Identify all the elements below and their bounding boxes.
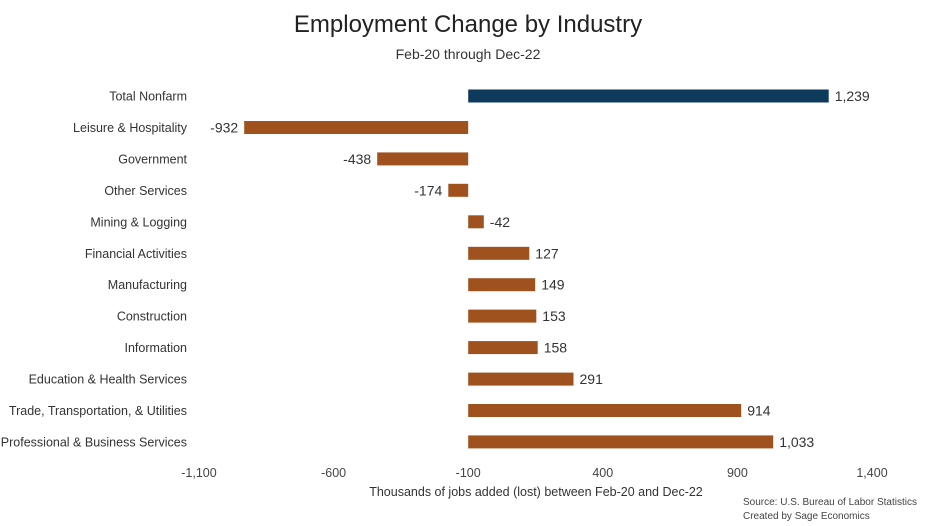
x-axis-ticks: -1,100 -600 -100 400 900 1,400: [181, 466, 887, 480]
x-tick-label: 400: [592, 466, 613, 480]
bar-manufacturing: [468, 278, 536, 292]
x-tick-label: -100: [456, 466, 481, 480]
source-line-2: Created by Sage Economics: [743, 511, 870, 522]
x-tick-label: -600: [321, 466, 346, 480]
x-tick-label: -1,100: [181, 466, 216, 480]
bar-education-and-health-services: [468, 372, 574, 386]
source-line-1: Source: U.S. Bureau of Labor Statistics: [743, 497, 917, 508]
x-tick-label: 1,400: [856, 466, 887, 480]
category-label-construction: Construction: [117, 310, 187, 324]
bar-total-nonfarm: [468, 89, 829, 103]
value-label-financial-activities: 127: [535, 245, 559, 261]
category-label-financial-activities: Financial Activities: [85, 247, 187, 261]
category-label-other-services: Other Services: [104, 184, 187, 198]
category-label-government: Government: [118, 152, 187, 166]
value-label-information: 158: [544, 340, 568, 356]
bar-construction: [468, 309, 537, 323]
chart-title: Employment Change by Industry: [294, 11, 642, 38]
value-label-trade-transportation-and-utilities: 914: [747, 403, 771, 419]
bar-mining-and-logging: [468, 215, 484, 229]
value-label-education-and-health-services: 291: [580, 371, 604, 387]
value-label-manufacturing: 149: [541, 277, 565, 293]
bar-information: [468, 341, 538, 355]
value-label-professional-and-business-services: 1,033: [779, 434, 814, 450]
bar-other-services: [448, 183, 469, 197]
chart-subtitle: Feb-20 through Dec-22: [396, 46, 541, 62]
bar-leisure-and-hospitality: [244, 121, 469, 134]
x-tick-label: 900: [727, 466, 748, 480]
bar-trade-transportation-and-utilities: [468, 404, 742, 417]
category-label-professional-and-business-services: Professional & Business Services: [1, 435, 187, 449]
bars-layer: [244, 89, 829, 449]
value-label-mining-and-logging: -42: [490, 214, 510, 230]
x-axis-label: Thousands of jobs added (lost) between F…: [369, 485, 703, 499]
category-label-total-nonfarm: Total Nonfarm: [109, 90, 187, 104]
bar-financial-activities: [468, 246, 530, 260]
value-label-total-nonfarm: 1,239: [835, 88, 870, 104]
value-label-government: -438: [343, 151, 371, 167]
value-label-construction: 153: [542, 308, 566, 324]
category-labels-layer: Total Nonfarm Leisure & Hospitality Govern…: [1, 90, 188, 450]
value-label-other-services: -174: [414, 182, 442, 198]
category-label-trade-transportation-and-utilities: Trade, Transportation, & Utilities: [9, 404, 187, 418]
category-label-manufacturing: Manufacturing: [108, 278, 187, 292]
bar-professional-and-business-services: [468, 435, 774, 449]
value-labels-layer: 1,239 -932 -438 -174 -42 127 149 153 158 291 914 1,…: [210, 88, 870, 450]
bar-government: [377, 152, 469, 166]
category-label-leisure-and-hospitality: Leisure & Hospitality: [73, 121, 188, 135]
category-label-education-and-health-services: Education & Health Services: [29, 373, 187, 387]
category-label-mining-and-logging: Mining & Logging: [90, 215, 187, 229]
value-label-leisure-and-hospitality: -932: [210, 119, 238, 135]
category-label-information: Information: [124, 341, 187, 355]
